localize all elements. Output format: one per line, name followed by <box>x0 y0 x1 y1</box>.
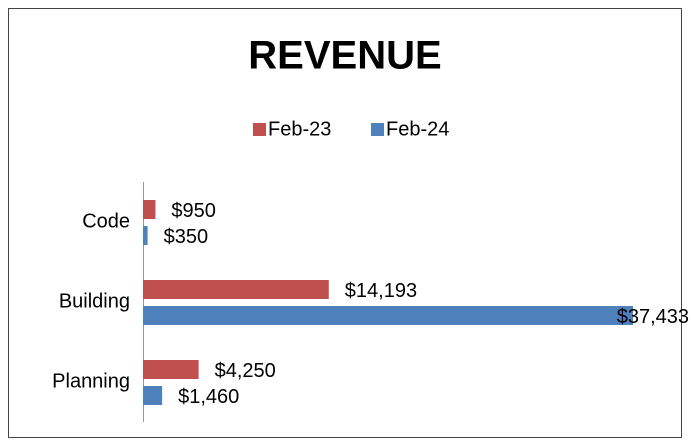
bar <box>143 280 329 299</box>
y-tick-label: Code <box>82 210 130 232</box>
legend-swatch <box>253 123 266 136</box>
data-label: $37,433 <box>617 306 689 328</box>
data-label: $14,193 <box>345 280 417 302</box>
data-label: $1,460 <box>178 386 239 408</box>
bar <box>143 360 199 379</box>
legend-swatch <box>371 123 384 136</box>
y-tick-label: Building <box>59 290 130 312</box>
legend-label: Feb-24 <box>386 118 449 140</box>
bar <box>143 386 163 405</box>
data-label: $950 <box>171 200 216 222</box>
chart-title: REVENUE <box>248 34 441 78</box>
bar <box>143 306 633 325</box>
y-tick-label: Planning <box>52 370 130 392</box>
data-label: $4,250 <box>215 360 276 382</box>
data-label: $350 <box>164 226 209 248</box>
bar <box>143 200 156 219</box>
chart-border <box>8 8 682 438</box>
bar <box>143 226 148 245</box>
legend-label: Feb-23 <box>268 118 331 140</box>
